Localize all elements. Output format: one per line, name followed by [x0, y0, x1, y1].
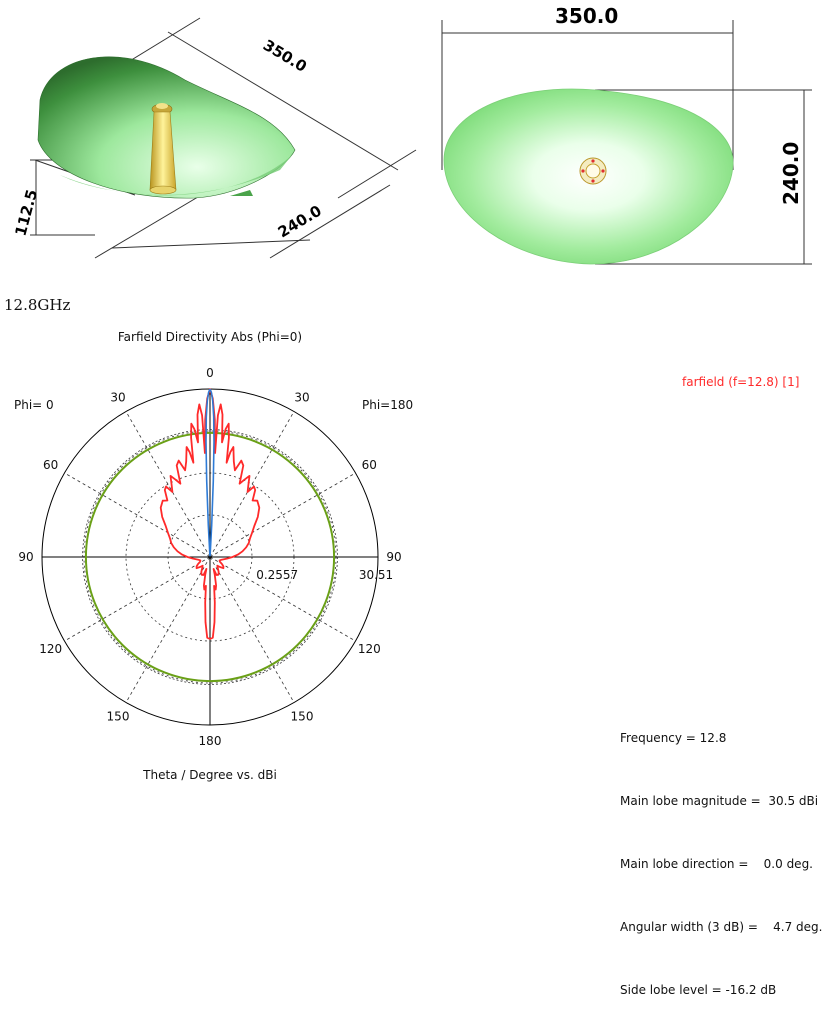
angle-tick-label: 150 [291, 709, 314, 723]
dashed-reference-circle [82, 429, 338, 685]
series-farfield [159, 388, 261, 640]
radial-max-label: 30.51 [359, 568, 393, 582]
top-dish-view: 350.0 240.0 [441, 4, 812, 265]
angle-tick-label: 0 [206, 366, 214, 380]
top-width-label: 240.0 [779, 142, 803, 205]
angle-tick-label: 30 [294, 391, 309, 405]
angle-tick-label: 60 [362, 458, 377, 472]
stat-main-lobe-direction: Main lobe direction = 0.0 deg. [620, 857, 813, 871]
polar-plot: 0 30 30 60 60 90 90 120 120 150 150 180 0.2557 30.51 [18, 366, 401, 748]
grid-spoke [125, 411, 211, 558]
phi-right-label: Phi=180 [362, 398, 414, 412]
chart-xlabel: Theta / Degree vs. dBi [143, 768, 277, 782]
iso-dish-view: 350.0 240.0 112.5 [11, 17, 417, 259]
iso-width-label: 240.0 [275, 202, 325, 242]
angle-tick-label: 150 [107, 709, 130, 723]
stats-panel: Frequency = 12.8 Main lobe magnitude = 3… [620, 686, 822, 1022]
iso-height-label: 112.5 [11, 188, 41, 238]
stat-side-lobe-level: Side lobe level = -16.2 dB [620, 983, 777, 997]
grid-spoke [209, 556, 295, 703]
angle-tick-label: 180 [199, 734, 222, 748]
grid-spoke [209, 472, 356, 558]
top-length-label: 350.0 [555, 4, 618, 28]
grid-spoke [125, 556, 211, 703]
grid-spoke [209, 556, 356, 642]
grid-spoke [209, 411, 295, 558]
angle-tick-label: 120 [358, 642, 381, 656]
angle-tick-label: 90 [386, 550, 401, 564]
frequency-label: 12.8GHz [4, 296, 71, 314]
angle-tick-label: 90 [18, 550, 33, 564]
angle-tick-label: 30 [110, 391, 125, 405]
legend-entry: farfield (f=12.8) [1] [682, 375, 800, 389]
grid-spoke [64, 472, 211, 558]
stat-frequency: Frequency = 12.8 [620, 731, 727, 745]
iso-length-label: 350.0 [260, 36, 310, 76]
radial-min-label: 0.2557 [256, 568, 298, 582]
chart-title: Farfield Directivity Abs (Phi=0) [117, 330, 303, 344]
grid-spoke [64, 556, 211, 642]
stat-angular-width: Angular width (3 dB) = 4.7 deg. [620, 920, 823, 934]
angle-tick-label: 120 [39, 642, 62, 656]
reference-circle [84, 431, 336, 683]
stat-main-lobe-magnitude: Main lobe magnitude = 30.5 dBi [620, 794, 819, 808]
angle-tick-label: 60 [43, 458, 58, 472]
phi-left-label: Phi= 0 [14, 398, 54, 412]
series-main-lobe [205, 388, 215, 557]
